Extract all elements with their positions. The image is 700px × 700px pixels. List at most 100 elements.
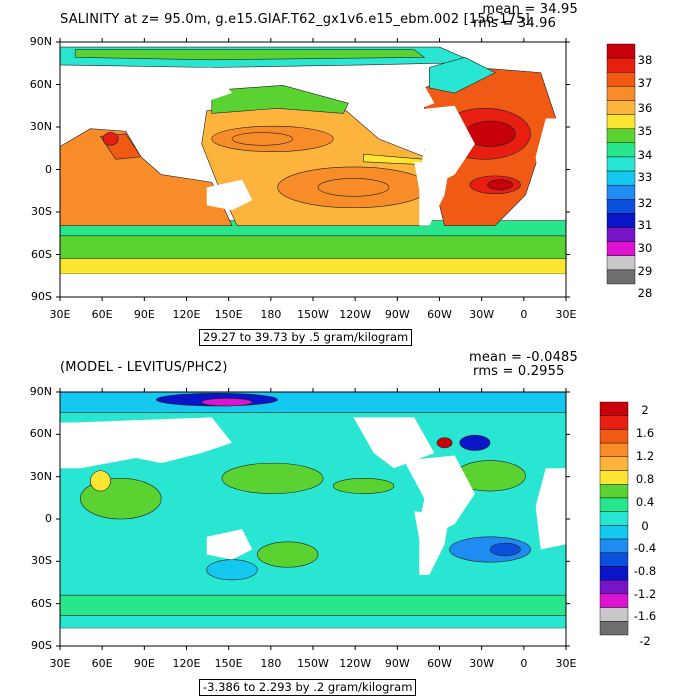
land-africa-east — [535, 468, 566, 550]
mean-stat: mean = 34.95 — [482, 2, 578, 17]
colorbar-label: 2 — [641, 403, 649, 417]
map-panel-1 — [59, 46, 567, 297]
colorbar-swatch — [606, 86, 636, 101]
colorbar-swatch — [599, 442, 629, 458]
land-eurasia — [60, 67, 233, 119]
colorbar-label: 1.6 — [635, 426, 655, 440]
colorbar-label: 31 — [637, 218, 653, 232]
south-atlantic-core — [487, 179, 514, 191]
x-tick-label: 30W — [469, 657, 495, 670]
colorbar-label: 38 — [637, 53, 653, 67]
north-pacific-core — [231, 132, 294, 146]
labrador-negative — [459, 434, 491, 451]
x-tick-label: 180 — [260, 308, 282, 321]
colorbar-swatch — [599, 497, 629, 512]
colorbar-label: -0.8 — [633, 564, 657, 578]
y-tick-label: 30N — [29, 120, 52, 133]
north-pacific-positive — [221, 462, 324, 494]
colorbar-label: 36 — [637, 101, 653, 115]
land-antarctica — [60, 274, 566, 297]
baltic-high — [436, 437, 453, 449]
colorbar-swatch — [606, 269, 636, 285]
x-tick-label: 120W — [339, 657, 372, 670]
contour-range-label: 29.27 to 39.73 by .5 gram/kilogram — [199, 329, 413, 346]
arctic-band-inner — [74, 49, 426, 61]
mean-stat: mean = -0.0485 — [468, 350, 578, 365]
y-tick-label: 90N — [29, 35, 52, 48]
south-pacific-positive — [257, 541, 319, 568]
colorbar-label: 34 — [637, 148, 653, 162]
chart-title: (MODEL - LEVITUS/PHC2) — [60, 360, 228, 375]
x-tick-label: 30W — [469, 308, 495, 321]
colorbar-label: -1.6 — [633, 609, 657, 623]
colorbar-swatch — [599, 456, 629, 471]
land-americas-s — [414, 161, 450, 226]
y-tick-label: 60N — [29, 427, 52, 441]
x-tick-label: 120W — [339, 308, 372, 321]
colorbar-swatch — [599, 429, 629, 444]
y-tick-label: 60S — [31, 596, 52, 610]
x-tick-label: 90W — [384, 308, 410, 321]
x-tick-label: 30E — [555, 308, 577, 321]
x-tick-label: 90E — [133, 657, 155, 670]
x-tick-label: 180 — [260, 657, 282, 670]
south-atlantic-core — [489, 542, 521, 557]
x-tick-label: 60W — [427, 308, 452, 321]
arabian-sea-high — [90, 470, 111, 492]
southern-ocean-band — [59, 594, 567, 616]
land-americas-s — [414, 511, 450, 575]
x-tick-label: 150E — [214, 308, 243, 321]
y-tick-label: 60N — [29, 77, 52, 91]
y-tick-label: 0 — [45, 162, 52, 176]
colorbar-swatch — [599, 525, 629, 540]
colorbar-swatch — [606, 255, 636, 271]
colorbar-swatch — [606, 57, 636, 73]
colorbar-label: 30 — [637, 241, 653, 255]
colorbar-swatch — [606, 128, 636, 144]
land-antarctica — [60, 628, 566, 646]
x-tick-label: 30E — [49, 657, 71, 670]
map-panel-2 — [59, 391, 567, 646]
north-pacific-low — [211, 85, 349, 114]
arctic-band — [59, 391, 567, 413]
colorbar-swatch — [606, 72, 636, 87]
colorbar-swatch — [599, 470, 629, 485]
colorbar-label: 33 — [637, 170, 653, 184]
contour-range-label: -3.386 to 2.293 by .2 gram/kilogram — [199, 679, 417, 696]
colorbar-swatch — [606, 156, 636, 172]
chart-title: SALINITY at z= 95.0m, g.e15.GIAF.T62_gx1… — [60, 12, 530, 27]
x-tick-label: 30E — [555, 657, 577, 670]
x-tick-label: 150W — [297, 657, 329, 670]
colorbar-swatch — [606, 241, 636, 256]
colorbar-label: 28 — [637, 286, 653, 300]
y-tick-label: 30N — [29, 469, 52, 483]
colorbar-label: 1.2 — [635, 449, 655, 463]
colorbar-label: 37 — [637, 76, 653, 90]
x-tick-label: 30E — [49, 308, 71, 321]
colorbar-swatch — [599, 401, 629, 416]
x-tick-label: 120E — [172, 308, 201, 321]
colorbar-swatch — [606, 213, 636, 228]
colorbar-swatch — [599, 511, 629, 526]
x-tick-label: 90E — [133, 308, 155, 321]
colorbar-swatch — [606, 184, 636, 200]
colorbar-label: 35 — [637, 124, 653, 138]
y-tick-label: 90S — [31, 290, 52, 303]
arctic-core — [201, 398, 253, 407]
colorbar-swatch — [599, 538, 629, 553]
x-tick-label: 0 — [520, 657, 528, 670]
colorbar-swatch — [606, 199, 636, 214]
y-tick-label: 30S — [31, 554, 52, 568]
land-americas-n — [353, 417, 435, 469]
x-tick-label: 90W — [384, 657, 410, 670]
y-tick-label: 60S — [31, 247, 52, 261]
x-tick-label: 60W — [427, 657, 452, 670]
colorbar-swatch — [606, 142, 636, 158]
colorbar-swatch — [599, 579, 629, 595]
colorbar-swatch — [599, 566, 629, 581]
land-africa-east — [535, 118, 566, 201]
colorbar-label: 29 — [637, 264, 653, 278]
colorbar-swatch — [599, 607, 629, 622]
x-tick-label: 150E — [214, 657, 243, 670]
colorbar-label: 0.4 — [635, 495, 655, 509]
